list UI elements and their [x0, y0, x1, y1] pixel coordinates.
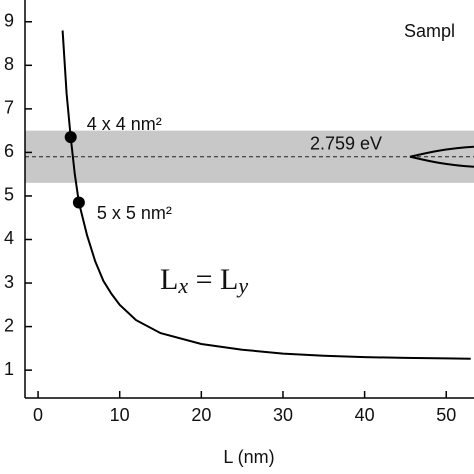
y-tick-label: 2: [4, 315, 14, 335]
formula-part: L: [160, 263, 178, 296]
x-tick-label: 30: [273, 405, 293, 425]
formula: Lx = Ly: [160, 263, 248, 298]
y-tick-label: 9: [4, 11, 14, 31]
curve: [61, 30, 471, 360]
formula-part: y: [236, 273, 248, 298]
marker: [72, 196, 85, 209]
y-tick-label: 4: [4, 228, 14, 248]
y-tick-label: 1: [4, 359, 14, 379]
y-tick-label: 8: [4, 54, 14, 74]
x-tick-label: 40: [355, 405, 375, 425]
x-tick-label: 10: [110, 405, 130, 425]
legend-text: Sampl: [404, 21, 455, 41]
marker: [64, 131, 77, 144]
y-tick-label: 5: [4, 185, 14, 205]
spectrum-peak: [409, 145, 474, 168]
formula-part: = L: [188, 263, 238, 296]
marker-label: 4 x 4 nm²: [87, 114, 162, 134]
x-tick-label: 50: [436, 405, 456, 425]
formula-part: x: [177, 273, 188, 298]
x-tick-label: 0: [33, 405, 43, 425]
reference-label: 2.759 eV: [310, 134, 382, 154]
y-tick-label: 7: [4, 98, 14, 118]
y-tick-label: 6: [4, 141, 14, 161]
x-axis-label: L (nm): [223, 447, 274, 467]
marker-label: 5 x 5 nm²: [97, 203, 172, 223]
x-tick-label: 20: [191, 405, 211, 425]
y-tick-label: 3: [4, 272, 14, 292]
